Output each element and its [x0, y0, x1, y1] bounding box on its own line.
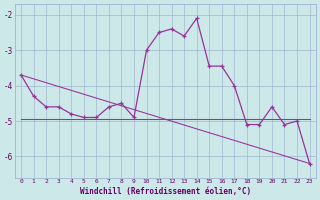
- X-axis label: Windchill (Refroidissement éolien,°C): Windchill (Refroidissement éolien,°C): [80, 187, 251, 196]
